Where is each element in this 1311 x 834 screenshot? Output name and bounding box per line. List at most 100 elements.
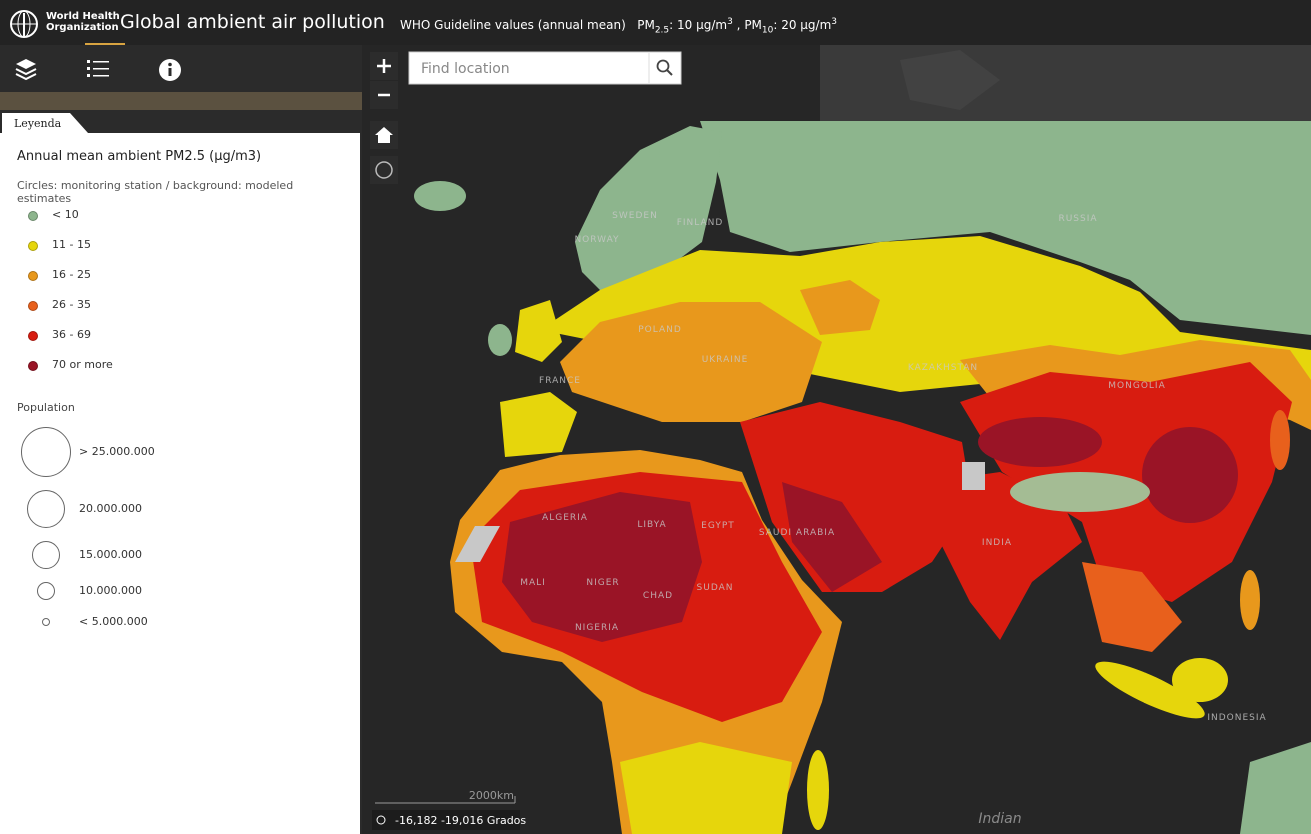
sumatra bbox=[1095, 661, 1205, 719]
active-tab-indicator bbox=[85, 43, 125, 45]
about-button[interactable] bbox=[158, 58, 182, 82]
country-label: FRANCE bbox=[539, 376, 581, 386]
ocean-label: Indian bbox=[978, 811, 1021, 827]
layers-button[interactable] bbox=[14, 57, 38, 81]
class-swatch bbox=[28, 361, 38, 371]
tibet bbox=[1010, 472, 1150, 512]
locate-icon bbox=[375, 161, 393, 179]
country-label: CHAD bbox=[643, 591, 673, 601]
pm-subscript: 10 bbox=[761, 25, 774, 36]
class-swatch bbox=[28, 301, 38, 311]
southern-africa bbox=[620, 742, 792, 834]
class-swatch bbox=[28, 271, 38, 281]
class-label: 16 - 25 bbox=[52, 268, 91, 281]
search-button[interactable] bbox=[656, 59, 670, 73]
coordinates-box bbox=[372, 810, 520, 830]
coordinates-icon[interactable] bbox=[376, 815, 386, 825]
home-icon bbox=[375, 127, 393, 143]
country-label: FINLAND bbox=[677, 218, 724, 228]
southeast-asia bbox=[1082, 562, 1182, 652]
country-label: NIGER bbox=[586, 578, 619, 588]
india bbox=[930, 472, 1082, 640]
arabia bbox=[782, 482, 882, 592]
orange-russia bbox=[800, 280, 880, 335]
header: World Health Organization Global ambient… bbox=[0, 0, 1311, 45]
scale-label: 2000km bbox=[469, 789, 514, 802]
kashmir bbox=[962, 462, 985, 490]
coordinates: -16,182 -19,016 Grados bbox=[395, 814, 526, 827]
country-label: LIBYA bbox=[637, 520, 666, 530]
country-label: ALGERIA bbox=[542, 513, 588, 523]
russia-region bbox=[700, 121, 1311, 335]
pm-value: : 10 µg/m bbox=[669, 18, 728, 32]
population-title: Population bbox=[17, 401, 75, 414]
pm-subscript: 2.5 bbox=[654, 25, 670, 36]
country-label: MONGOLIA bbox=[1108, 381, 1165, 391]
logo-line: Organization bbox=[46, 22, 119, 33]
australia bbox=[1240, 742, 1311, 834]
class-label: 26 - 35 bbox=[52, 298, 91, 311]
yellow-region bbox=[540, 236, 1311, 420]
pm-name: PM bbox=[637, 18, 655, 32]
search-box[interactable] bbox=[408, 51, 682, 85]
population-circle bbox=[32, 541, 60, 569]
population-list: > 25.000.000 20.000.000 15.000.000 10.000.0… bbox=[0, 415, 360, 635]
taklamakan bbox=[978, 417, 1102, 467]
country-label: KAZAKHSTAN bbox=[908, 363, 978, 373]
country-label: INDIA bbox=[982, 538, 1012, 548]
who-emblem bbox=[10, 10, 38, 38]
country-label: INDONESIA bbox=[1207, 713, 1266, 723]
zoom-in-icon bbox=[377, 59, 391, 73]
country-label: RUSSIA bbox=[1058, 214, 1097, 224]
legend-tab-shape bbox=[0, 110, 360, 133]
scandinavia bbox=[575, 126, 722, 302]
arctic-land bbox=[820, 45, 1311, 121]
population-label: > 25.000.000 bbox=[79, 445, 155, 458]
country-label: POLAND bbox=[638, 325, 682, 335]
population-label: 15.000.000 bbox=[79, 548, 142, 561]
korea-japan bbox=[1270, 410, 1290, 470]
class-swatch bbox=[28, 331, 38, 341]
search-placeholder: Find location bbox=[421, 61, 510, 77]
borneo bbox=[1172, 658, 1228, 702]
arctic-island bbox=[900, 50, 1000, 110]
population-circle bbox=[37, 582, 55, 600]
madagascar bbox=[807, 750, 829, 830]
class-label: 36 - 69 bbox=[52, 328, 91, 341]
sahara bbox=[502, 492, 702, 642]
pm-superscript: 3 bbox=[831, 17, 838, 27]
iberia bbox=[500, 392, 577, 457]
pm-name: PM bbox=[744, 18, 762, 32]
guideline-label: WHO Guideline values (annual mean) bbox=[400, 18, 626, 32]
legend-title: Annual mean ambient PM2.5 (µg/m3) bbox=[17, 149, 262, 164]
pm-value: : 20 µg/m bbox=[773, 18, 832, 32]
logo-text: World Health Organization bbox=[46, 11, 120, 33]
philippines bbox=[1240, 570, 1260, 630]
population-circle bbox=[21, 427, 71, 477]
legend-button[interactable] bbox=[86, 57, 110, 81]
logo-line: World Health bbox=[46, 11, 120, 22]
pm-superscript: 3 bbox=[727, 17, 733, 27]
panel-band bbox=[0, 92, 362, 110]
search-button-handle bbox=[666, 69, 673, 76]
population-label: 10.000.000 bbox=[79, 584, 142, 597]
country-label: NIGERIA bbox=[575, 623, 619, 633]
country-label: SAUDI ARABIA bbox=[759, 528, 835, 538]
country-label: EGYPT bbox=[701, 521, 735, 531]
east-china bbox=[1142, 427, 1238, 523]
app-title: Global ambient air pollution bbox=[120, 11, 385, 33]
country-label: SUDAN bbox=[697, 583, 734, 593]
separator: , bbox=[736, 18, 741, 32]
legend-tab[interactable]: Leyenda bbox=[14, 117, 62, 130]
map[interactable]: SWEDEN FINLAND NORWAY RUSSIA POLAND UKRAINE FR… bbox=[362, 45, 1311, 834]
population-label: < 5.000.000 bbox=[79, 615, 148, 628]
western-sahara bbox=[455, 526, 500, 562]
class-label: < 10 bbox=[52, 208, 79, 221]
country-label: MALI bbox=[520, 578, 546, 588]
britain bbox=[515, 300, 562, 362]
legend-panel: Leyenda Annual mean ambient PM2.5 (µg/m3… bbox=[0, 110, 362, 834]
locate-button[interactable] bbox=[370, 156, 398, 184]
population-circle bbox=[27, 490, 65, 528]
population-label: 20.000.000 bbox=[79, 502, 142, 515]
